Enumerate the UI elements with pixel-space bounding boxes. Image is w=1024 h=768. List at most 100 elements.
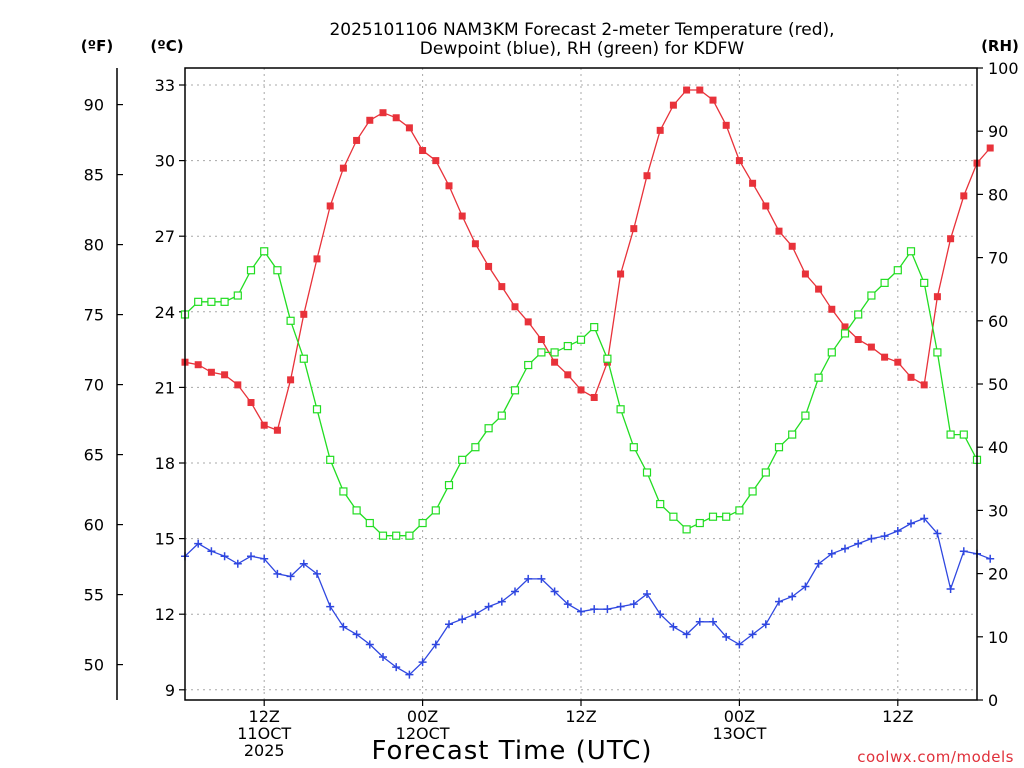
2-meter-temperature-point-9 <box>300 310 308 318</box>
rh-tick-label-6: 60 <box>988 312 1008 331</box>
celsius-tick-label-0: 9 <box>165 681 175 700</box>
gridlines <box>185 68 977 700</box>
rh-point-53 <box>880 278 889 287</box>
rh-point-50 <box>840 329 850 338</box>
2-meter-temperature-point-10 <box>313 255 321 263</box>
dewpoint-point-51 <box>854 539 863 548</box>
dewpoint-point-47 <box>801 582 810 591</box>
dewpoint-point-6 <box>260 554 269 563</box>
rh-tick-label-8: 80 <box>988 185 1008 204</box>
rh-point-13 <box>352 506 361 515</box>
2-meter-temperature-point-19 <box>432 157 440 165</box>
plot-frame <box>184 67 978 701</box>
rh-point-39 <box>695 518 704 528</box>
2-meter-temperature-point-14 <box>366 116 374 124</box>
dewpoint-point-61 <box>986 554 995 563</box>
chart-title-line-2: Dewpoint (blue), RH (green) for KDFW <box>420 39 745 59</box>
2-meter-temperature-point-47 <box>801 270 809 278</box>
rh-tick-label-2: 20 <box>988 565 1008 584</box>
dewpoint-point-28 <box>550 587 559 596</box>
dewpoint-point-39 <box>695 617 704 626</box>
rh-point-34 <box>629 443 638 452</box>
x-tick-label-2-1: 12Z <box>565 707 596 726</box>
rh-point-49 <box>827 348 836 357</box>
celsius-tick-label-7: 30 <box>155 152 175 171</box>
2-meter-temperature-point-30 <box>577 386 585 394</box>
rh-point-45 <box>774 443 784 452</box>
rh-tick-label-1: 10 <box>988 628 1008 647</box>
rh-point-14 <box>365 518 374 528</box>
fahrenheit-tick-label-6: 80 <box>84 236 104 255</box>
2-meter-temperature-point-38 <box>683 86 691 94</box>
2-meter-temperature-point-37 <box>669 101 677 109</box>
dewpoint-point-55 <box>907 519 915 528</box>
dewpoint-point-23 <box>484 602 493 611</box>
dewpoint-point-4 <box>233 559 242 568</box>
dewpoint-point-9 <box>299 559 308 568</box>
fahrenheit-tick-label-2: 60 <box>84 516 104 535</box>
rh-point-12 <box>339 487 348 496</box>
rh-point-41 <box>722 512 731 521</box>
2-meter-temperature-point-29 <box>564 371 572 379</box>
dewpoint-point-15 <box>379 653 387 662</box>
dewpoint-series <box>181 514 995 679</box>
rh-point-18 <box>418 518 427 528</box>
fahrenheit-unit-label: (ºF) <box>81 37 113 55</box>
rh-point-47 <box>801 411 810 420</box>
dewpoint-point-40 <box>709 617 717 626</box>
rh-point-20 <box>444 481 454 490</box>
rh-tick-label-3: 30 <box>988 501 1008 520</box>
x-tick-label-4-1: 12Z <box>882 707 913 726</box>
celsius-axis: 9 12 15 18 21 24 27 30 33 <box>155 76 185 700</box>
2-meter-temperature-point-16 <box>392 114 400 122</box>
dewpoint-point-49 <box>827 549 836 558</box>
rh-tick-label-10: 100 <box>988 59 1019 78</box>
2-meter-temperature-point-2 <box>207 368 215 376</box>
dewpoint-point-30 <box>577 607 585 616</box>
rh-point-26 <box>524 360 533 370</box>
dewpoint-point-31 <box>590 605 599 614</box>
rh-point-48 <box>814 373 823 382</box>
fahrenheit-tick-label-3: 65 <box>84 446 104 465</box>
dewpoint-point-26 <box>524 574 533 583</box>
dewpoint-point-56 <box>920 514 929 523</box>
rh-point-17 <box>405 531 414 540</box>
rh-point-46 <box>788 430 797 439</box>
2-meter-temperature-point-51 <box>854 336 862 344</box>
dewpoint-point-14 <box>365 640 374 649</box>
chart-title-line-1: 2025101106 NAM3KM Forecast 2-meter Tempe… <box>329 20 834 40</box>
rh-point-44 <box>761 468 770 477</box>
dewpoint-point-58 <box>946 585 955 593</box>
rh-point-10 <box>312 405 322 414</box>
dewpoint-point-17 <box>405 670 414 679</box>
x-tick-label-0-3: 2025 <box>244 741 285 760</box>
rh-point-55 <box>906 247 916 256</box>
credit-text: coolwx.com/models <box>857 748 1014 766</box>
dewpoint-point-53 <box>880 532 889 541</box>
2-meter-temperature-point-23 <box>485 262 493 270</box>
2-meter-temperature-point-31 <box>590 393 598 401</box>
rh-point-15 <box>378 531 388 540</box>
dewpoint-point-8 <box>286 572 295 581</box>
2-meter-temperature-point-13 <box>353 136 361 144</box>
dewpoint-point-16 <box>392 663 401 672</box>
2-meter-temperature-point-53 <box>881 353 889 361</box>
2-meter-temperature-point-12 <box>339 164 347 172</box>
2-meter-temperature-point-42 <box>735 157 743 165</box>
2-meter-temperature-point-49 <box>828 305 836 313</box>
fahrenheit-axis: 50 55 60 65 70 75 80 85 90 <box>84 68 123 700</box>
rh-point-3 <box>220 297 229 306</box>
rh-point-19 <box>431 506 440 515</box>
2-meter-temperature-point-36 <box>656 126 664 134</box>
2-meter-temperature-point-59 <box>960 192 968 200</box>
dewpoint-point-37 <box>669 622 678 631</box>
2-meter-temperature-point-46 <box>788 242 796 250</box>
dewpoint-point-50 <box>841 544 849 553</box>
celsius-tick-label-2: 15 <box>155 530 175 549</box>
dewpoint-line <box>184 517 991 676</box>
2-meter-temperature-line <box>184 89 991 432</box>
rh-point-7 <box>273 266 282 275</box>
dewpoint-point-20 <box>445 620 453 629</box>
2-meter-temperature-point-45 <box>775 227 783 235</box>
2-meter-temperature-point-4 <box>234 381 242 389</box>
